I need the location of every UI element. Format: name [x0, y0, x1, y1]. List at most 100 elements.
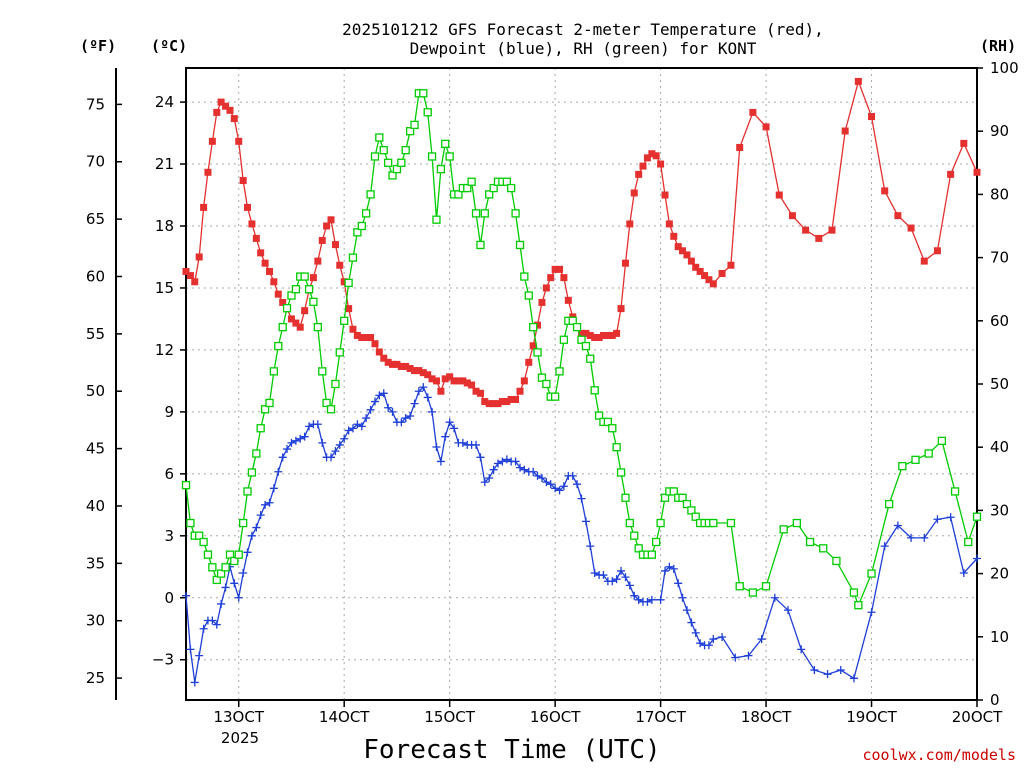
temperature-point	[239, 177, 247, 185]
dewpoint-point	[274, 467, 283, 476]
temperature-point	[367, 334, 375, 342]
dewpoint-point	[577, 494, 586, 503]
dewpoint-point	[458, 438, 467, 447]
rh-point	[392, 164, 402, 174]
rh-point	[489, 183, 498, 193]
rh-point	[586, 354, 595, 363]
dewpoint-point	[190, 678, 199, 687]
temperature-point	[828, 226, 836, 234]
dewpoint-point	[436, 457, 445, 466]
rh-tick-label: 100	[990, 59, 1019, 77]
rh-point	[370, 152, 380, 161]
temperature-point	[709, 280, 717, 288]
rh-point	[854, 601, 863, 610]
rh-point	[616, 468, 626, 477]
dewpoint-point	[617, 566, 626, 575]
rh-tick-label: 70	[990, 249, 1009, 267]
rh-point	[208, 563, 217, 572]
dewpoint-point	[472, 440, 481, 449]
dewpoint-point	[599, 571, 608, 580]
rh-point	[691, 512, 700, 521]
dewpoint-point	[647, 595, 656, 604]
dewpoint-point	[849, 674, 858, 683]
site-credit: coolwx.com/models	[862, 746, 1016, 764]
rh-point	[748, 588, 758, 597]
rh-point	[687, 506, 696, 515]
temperature-point	[384, 358, 392, 366]
temperature-point	[547, 274, 555, 282]
temperature-point	[815, 234, 823, 242]
dewpoint-point	[296, 434, 305, 443]
temperature-point	[419, 369, 427, 377]
dewpoint-point	[283, 445, 292, 454]
rh-point	[630, 531, 639, 540]
dewpoint-point	[353, 420, 362, 429]
celsius-tick-label: 0	[164, 589, 174, 607]
dewpoint-point	[335, 440, 344, 449]
temperature-point	[432, 377, 440, 385]
temperature-point	[393, 360, 401, 368]
rh-point	[485, 190, 494, 199]
temperature-point	[608, 331, 616, 339]
temperature-point	[397, 362, 405, 370]
rh-point	[436, 164, 446, 174]
temperature-point	[213, 108, 221, 116]
dewpoint-point	[946, 513, 955, 522]
rh-point	[950, 487, 960, 496]
temperature-point	[441, 375, 449, 383]
temperature-point	[498, 398, 506, 406]
temperature-point	[274, 290, 282, 298]
dewpoint-point	[586, 542, 595, 551]
rh-point	[471, 209, 481, 218]
rh-point	[972, 512, 982, 521]
dewpoint-point	[731, 653, 740, 662]
temperature-point	[182, 267, 190, 275]
rh-point	[216, 569, 226, 578]
temperature-point	[696, 267, 704, 275]
rh-point	[195, 531, 204, 540]
dewpoint-point	[182, 591, 190, 600]
rh-point	[669, 487, 678, 496]
temperature-point	[701, 272, 709, 280]
dewpoint-point	[450, 424, 459, 433]
dewpoint-point	[221, 583, 230, 592]
fahrenheit-tick-label: 60	[86, 267, 105, 285]
temperature-point	[450, 377, 458, 385]
dewpoint-point	[269, 484, 278, 493]
rh-point	[401, 146, 410, 155]
dewpoint-point	[252, 523, 261, 532]
dewpoint-point	[423, 393, 432, 402]
temperature-point	[920, 257, 928, 265]
rh-point	[256, 424, 265, 433]
rh-point	[577, 335, 586, 344]
fahrenheit-tick-label: 30	[86, 612, 105, 630]
temperature-point	[679, 247, 687, 255]
rh-point	[405, 127, 415, 136]
fahrenheit-tick-label: 55	[86, 325, 105, 343]
temperature-point	[692, 263, 700, 271]
dewpoint-point	[414, 387, 423, 396]
temperature-point	[200, 203, 208, 211]
dewpoint-point	[480, 478, 489, 487]
temperature-point	[406, 365, 414, 373]
dewpoint-point	[621, 573, 630, 582]
rh-point	[678, 493, 687, 502]
temperature-point	[538, 298, 546, 306]
temperature-point	[331, 241, 339, 249]
rh-point	[361, 209, 371, 218]
temperature-point	[586, 331, 594, 339]
rh-point	[375, 133, 384, 142]
dewpoint-point	[516, 463, 525, 472]
rh-point	[269, 367, 279, 376]
rh-point	[212, 575, 221, 585]
temperature-point	[411, 367, 419, 375]
temperature-point	[503, 398, 511, 406]
temperature-point	[683, 251, 691, 259]
year-label: 2025	[221, 729, 259, 747]
dewpoint-series	[182, 383, 981, 687]
dewpoint-point	[256, 511, 265, 520]
rh-tick-label: 90	[990, 122, 1009, 140]
temperature-point	[674, 243, 682, 251]
